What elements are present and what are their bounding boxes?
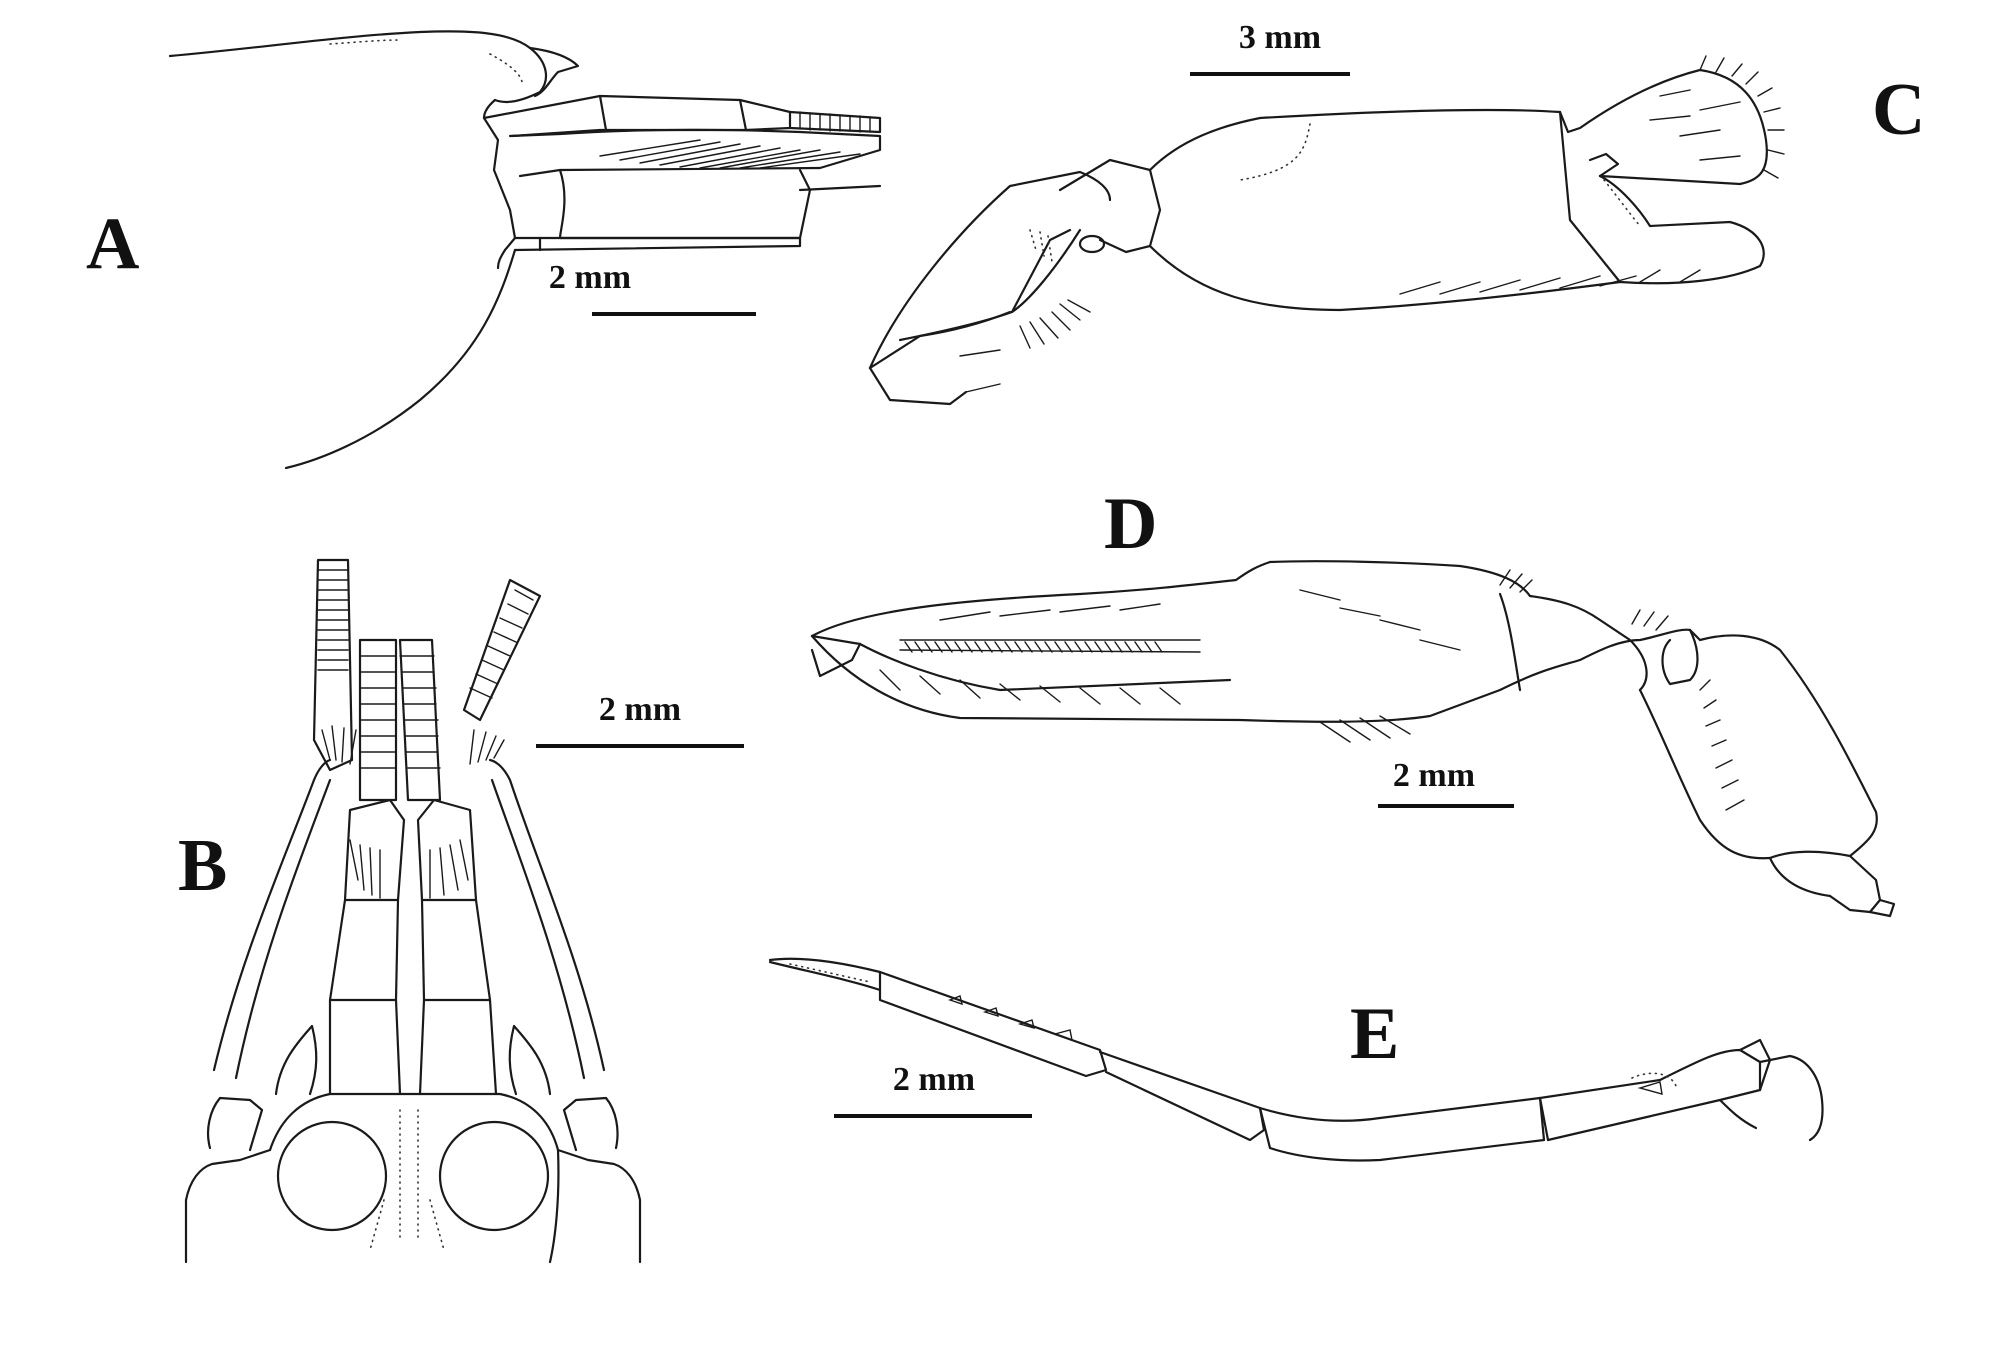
panel-e-drawing: [768, 957, 1824, 1162]
scale-label-d: 2 mm: [1393, 757, 1475, 794]
scale-label-c: 3 mm: [1239, 19, 1321, 56]
panel-label-a: A: [86, 203, 139, 285]
panel-label-d: D: [1104, 483, 1157, 565]
panel-label-e: E: [1350, 993, 1399, 1075]
scale-label-a: 2 mm: [549, 259, 631, 296]
scale-label-b: 2 mm: [599, 691, 681, 728]
panel-a-drawing: [168, 30, 882, 470]
panel-d-drawing: [810, 560, 1896, 918]
panel-label-b: B: [178, 825, 227, 907]
panel-c-drawing: [868, 55, 1785, 406]
scale-label-e: 2 mm: [893, 1061, 975, 1098]
panel-label-c: C: [1872, 69, 1925, 151]
panel-b-drawing: [184, 558, 642, 1264]
